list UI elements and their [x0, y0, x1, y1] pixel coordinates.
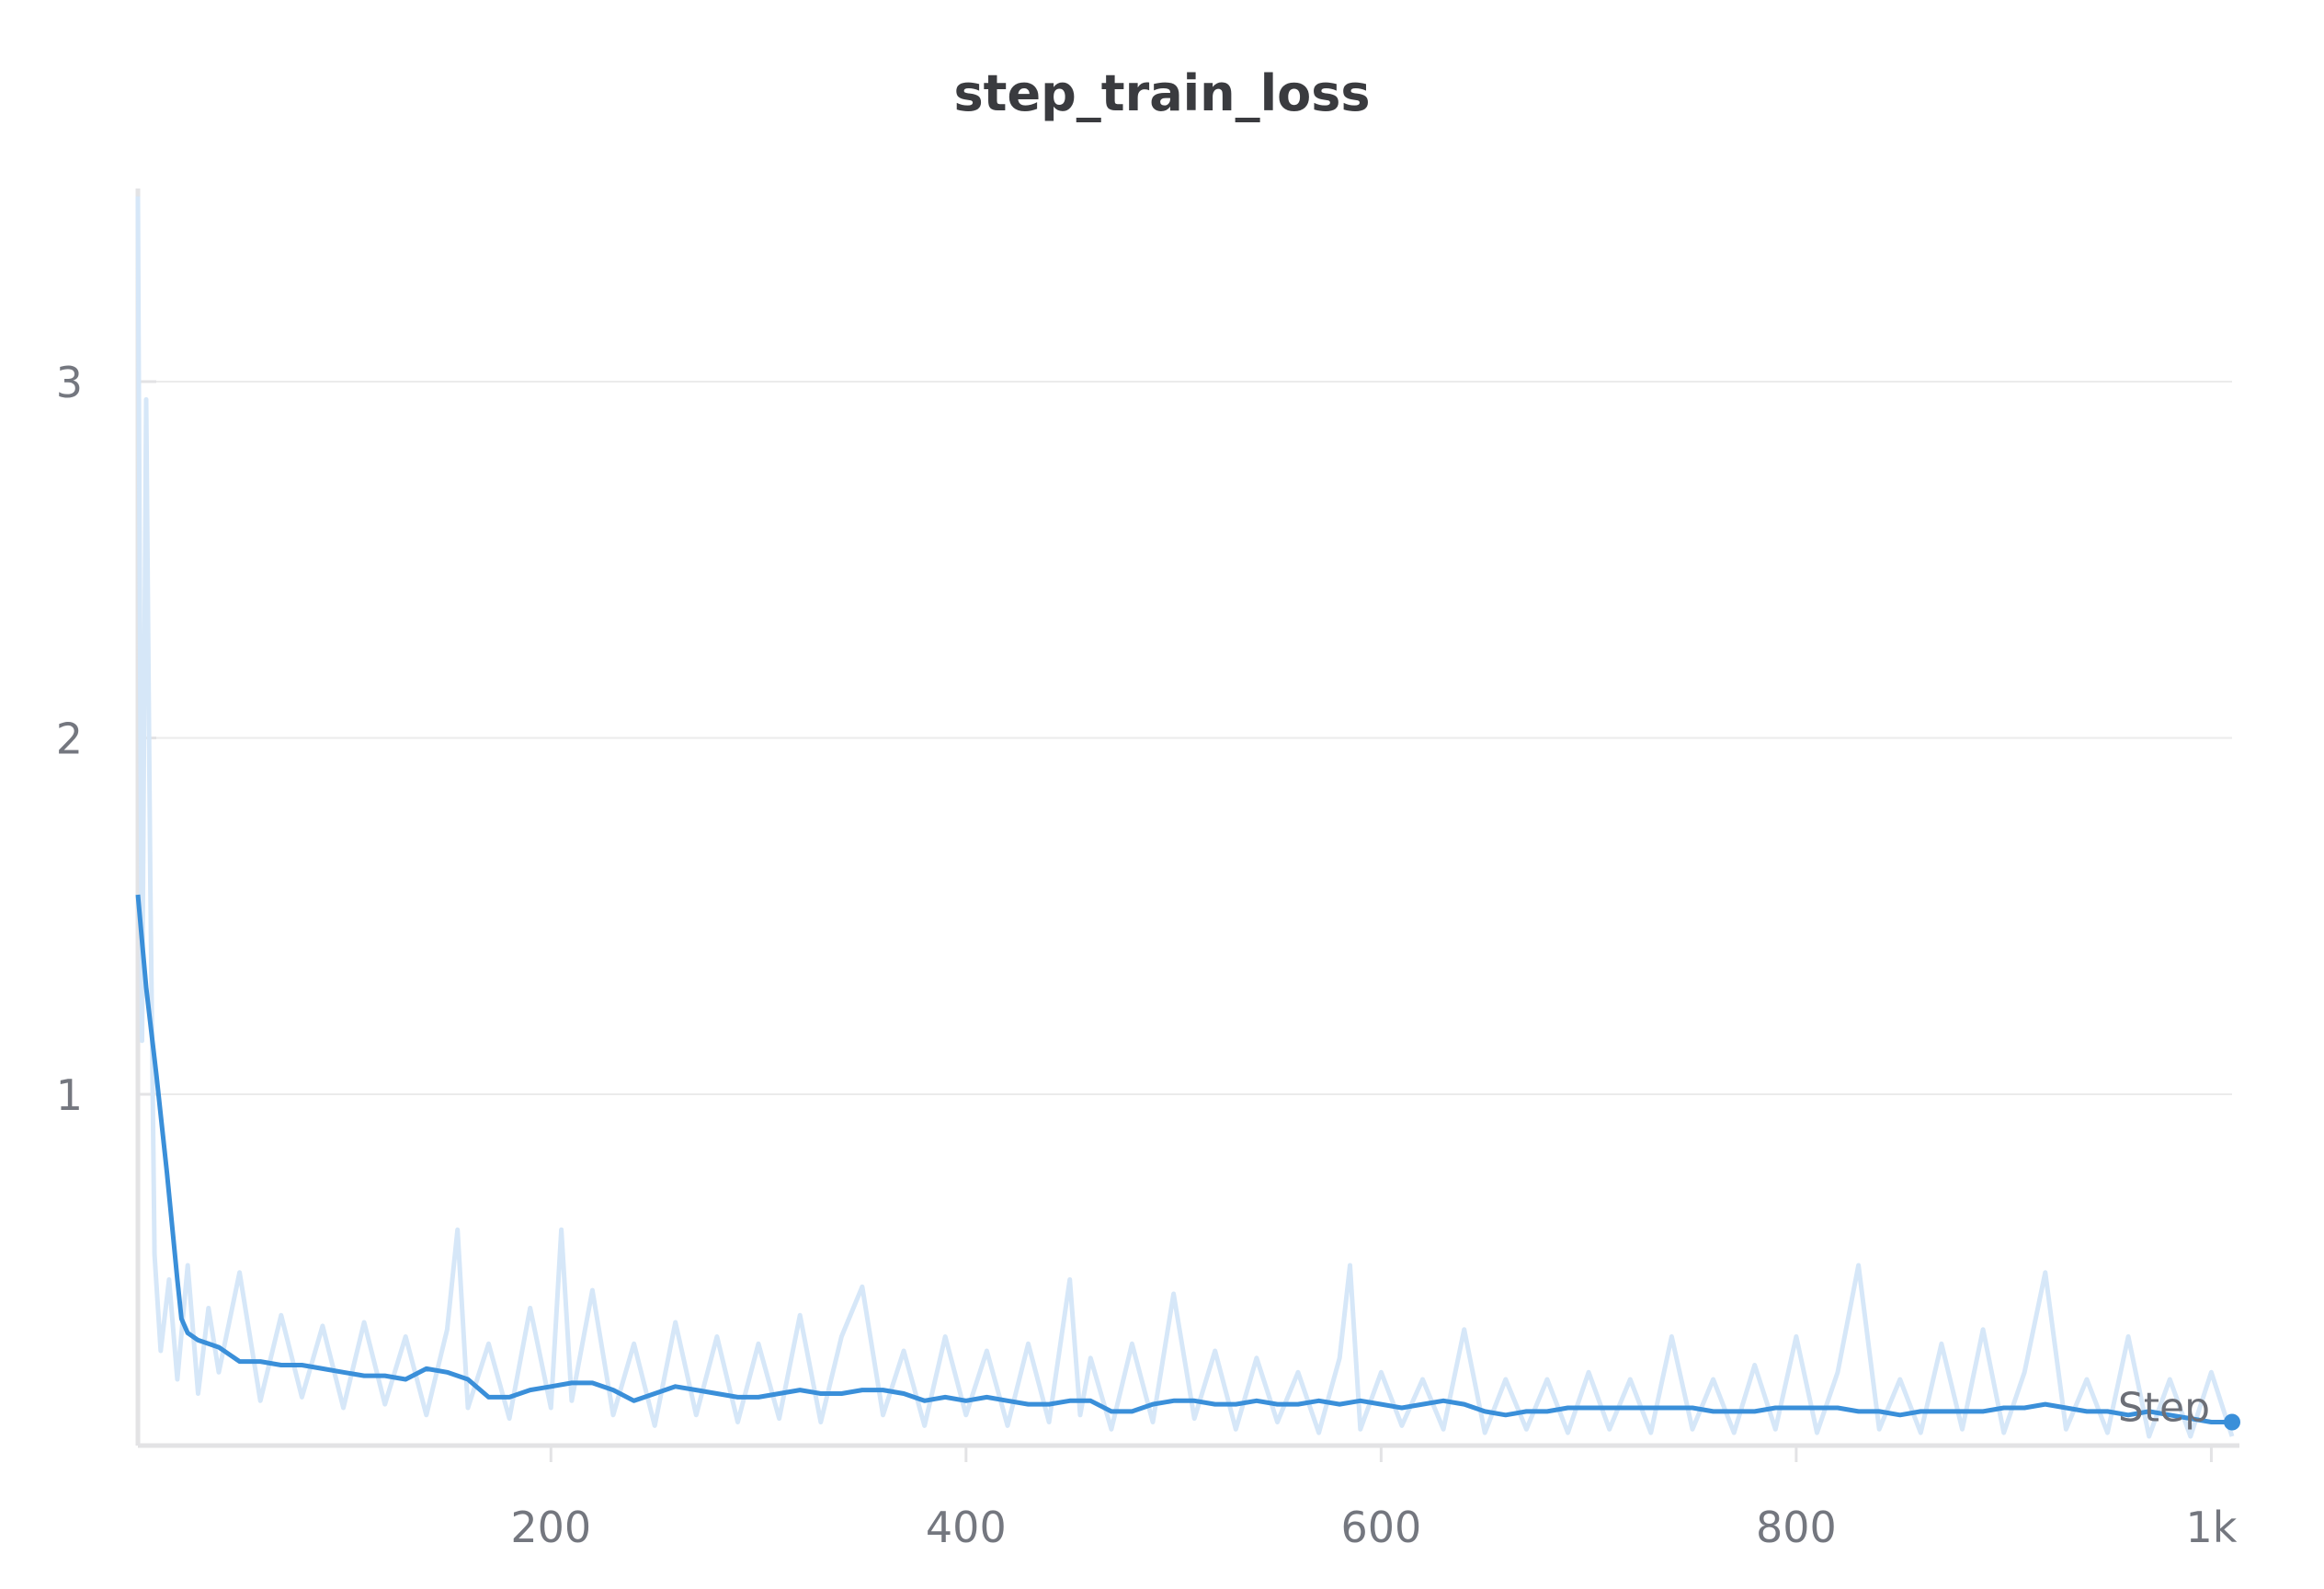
smoothed-loss-line [135, 894, 2232, 1424]
series-end-point [2224, 1413, 2240, 1431]
x-tick-label: 400 [926, 1503, 1007, 1552]
y-tick-label: 2 [56, 714, 83, 764]
x-tick-label: 1k [2185, 1503, 2237, 1552]
x-tick-label: 200 [510, 1503, 591, 1552]
gridlines [138, 381, 2232, 1095]
smoothed-series: Step [135, 894, 2240, 1432]
chart-title: step_train_loss [953, 64, 1371, 122]
series-end-label: Step [2118, 1385, 2210, 1432]
x-tick-label: 600 [1340, 1503, 1421, 1552]
y-tick-label: 1 [56, 1070, 83, 1120]
y-tick-label: 3 [56, 358, 83, 407]
x-tick-label: 800 [1756, 1503, 1837, 1552]
tick-labels: 200 400 600 800 1k 1 2 3 [56, 358, 2238, 1552]
